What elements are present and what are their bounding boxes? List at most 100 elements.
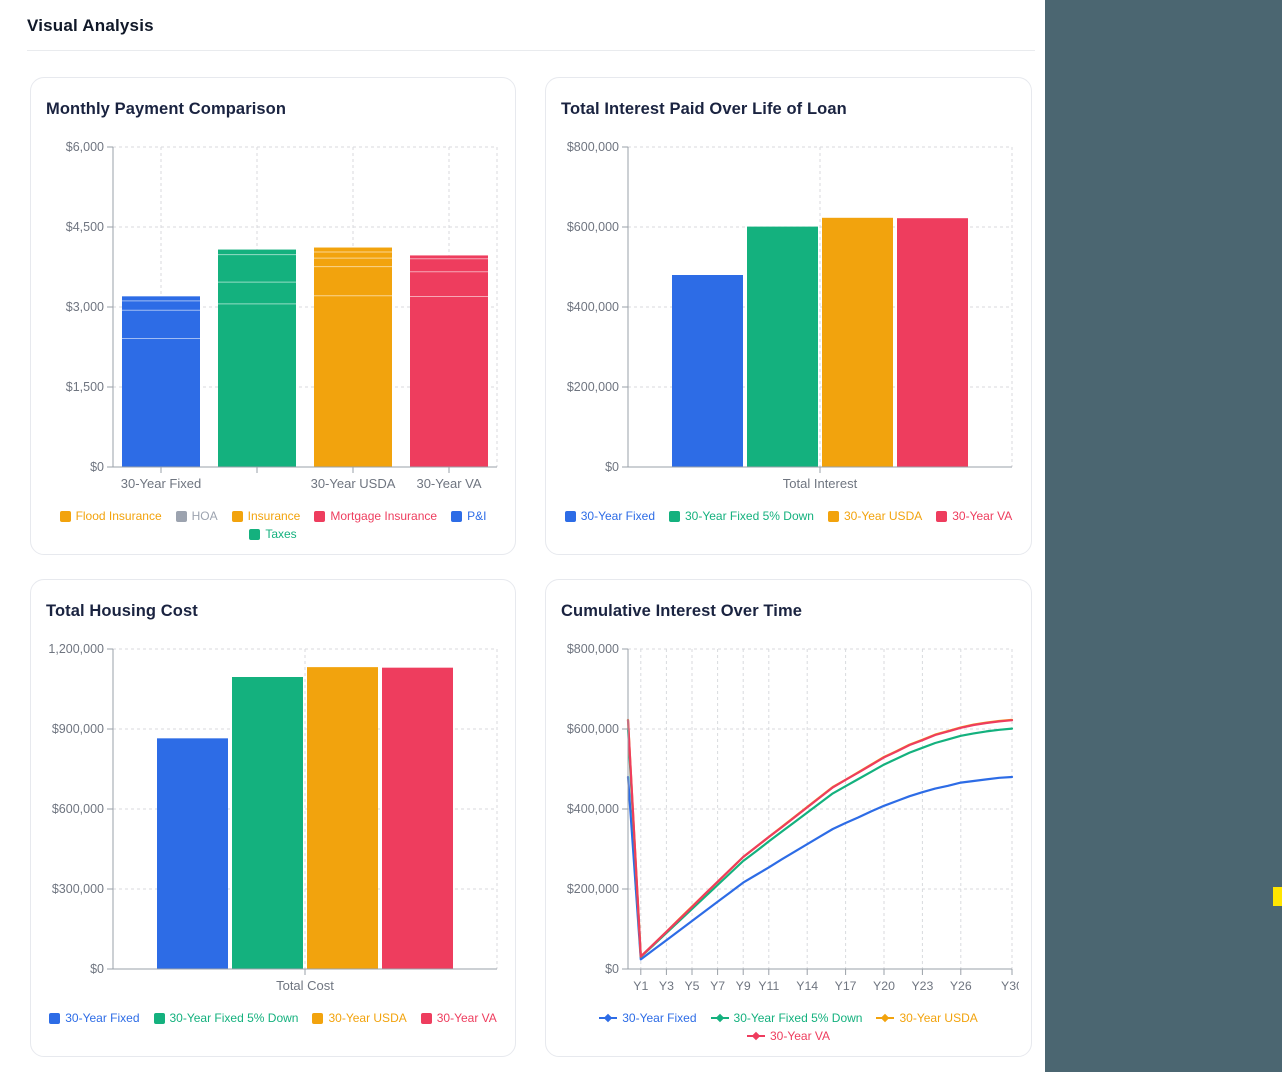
bar-30-Year VA[interactable] [897, 218, 968, 467]
bar-30-Year VA[interactable] [382, 667, 453, 969]
legend-item-30-Year Fixed 5% Down[interactable]: 30-Year Fixed 5% Down [153, 1011, 299, 1025]
legend-line-diamond-icon [746, 1031, 765, 1041]
axis-label: Y7 [710, 979, 725, 993]
bar-30-Year Fixed[interactable] [672, 275, 743, 467]
legend-swatch-icon [59, 510, 71, 522]
legend-swatch-icon [175, 510, 187, 522]
axis-label: Total Cost [276, 978, 334, 993]
legend-line-diamond-icon [710, 1013, 729, 1023]
legend-item-30-Year VA[interactable]: 30-Year VA [746, 1029, 831, 1043]
card-total-housing-cost: Total Housing Cost 1,200,000 $900,000 $600… [30, 579, 516, 1057]
card-total-interest-paid: Total Interest Paid Over Life of Loan $8… [545, 77, 1032, 555]
axis-label: $3,000 [66, 300, 104, 314]
legend-item-30-Year USDA[interactable]: 30-Year USDA [312, 1011, 407, 1025]
charts-grid: Monthly Payment Comparison $6,000 $4,500 $… [30, 77, 1045, 1057]
bar-30-Year Fixed[interactable] [157, 738, 228, 969]
chart-title: Total Interest Paid Over Life of Loan [561, 100, 847, 118]
monthly-payment-comparison-chart: $6,000 $4,500 $3,000 $1,500 $0 30-Year Fixed 3… [66, 140, 498, 491]
bar-30-Year USDA[interactable] [822, 217, 893, 467]
legend-label: P&I [467, 509, 487, 523]
stacked-bar-30-Year VA[interactable] [410, 255, 488, 467]
bar-30-Year Fixed 5% Down[interactable] [232, 677, 303, 969]
legend-item-30-Year VA[interactable]: 30-Year VA [936, 509, 1012, 523]
stacked-bar-30-Year USDA[interactable] [314, 247, 392, 467]
legend-item-30-Year Fixed 5% Down[interactable]: 30-Year Fixed 5% Down [710, 1011, 863, 1025]
legend-label: 30-Year USDA [899, 1011, 978, 1025]
axis-label: $0 [90, 962, 104, 976]
legend-item-30-Year Fixed 5% Down[interactable]: 30-Year Fixed 5% Down [669, 509, 814, 523]
legend-item-HOA[interactable]: HOA [175, 509, 218, 523]
legend-item-30-Year Fixed[interactable]: 30-Year Fixed [564, 509, 655, 523]
legend-swatch-icon [564, 510, 576, 522]
line-30-Year Fixed 5% Down[interactable] [626, 727, 1014, 959]
legend-swatch-icon [153, 1012, 165, 1024]
section-divider [27, 50, 1035, 51]
bar-30-Year USDA[interactable] [307, 667, 378, 969]
legend-label: Taxes [265, 527, 297, 541]
legend-item-Taxes[interactable]: Taxes [249, 527, 297, 541]
axis-label: Y26 [950, 979, 972, 993]
legend-item-30-Year USDA[interactable]: 30-Year USDA [876, 1011, 978, 1025]
total-interest-paid-chart: $800,000 $600,000 $400,000 $200,000 $0 Total … [567, 140, 1013, 491]
axis-label: $200,000 [567, 882, 619, 896]
axis-label: 30-Year Fixed [121, 476, 201, 491]
legend-swatch-icon [669, 510, 680, 522]
legend-item-P&I[interactable]: P&I [451, 509, 486, 523]
legend-label: 30-Year Fixed 5% Down [685, 509, 814, 523]
stacked-bar-30-Year Fixed[interactable] [122, 296, 200, 467]
axis-label: Y30 [1001, 979, 1019, 993]
legend-label: 30-Year USDA [843, 509, 923, 523]
axis-label: $1,500 [66, 380, 104, 394]
chart-title: Total Housing Cost [46, 602, 198, 620]
chart-legend: 30-Year Fixed 30-Year Fixed 5% Down 30-Yea… [44, 1011, 502, 1025]
legend-label: Flood Insurance [75, 509, 162, 523]
legend-label: 30-Year Fixed [622, 1011, 697, 1025]
legend-label: 30-Year VA [436, 1011, 497, 1025]
legend-swatch-icon [231, 510, 243, 522]
axis-label: $600,000 [52, 802, 104, 816]
stacked-bar-bar-1[interactable] [218, 249, 296, 467]
page-title: Visual Analysis [27, 16, 154, 35]
axis-label: Y9 [736, 979, 751, 993]
legend-item-Mortgage Insurance[interactable]: Mortgage Insurance [314, 509, 437, 523]
legend-item-30-Year Fixed[interactable]: 30-Year Fixed [599, 1011, 697, 1025]
legend-label: 30-Year Fixed 5% Down [169, 1011, 299, 1025]
axis-label: Y11 [758, 979, 779, 993]
chart-legend: Flood Insurance HOA Insurance Mortgage Insu… [44, 509, 502, 541]
chart-title: Monthly Payment Comparison [46, 100, 287, 118]
legend-label: 30-Year USDA [328, 1011, 407, 1025]
bar-30-Year Fixed 5% Down[interactable] [747, 226, 818, 467]
axis-label: $0 [605, 460, 619, 474]
axis-label: 1,200,000 [48, 642, 104, 656]
scroll-indicator[interactable] [1273, 887, 1282, 906]
legend-label: Mortgage Insurance [330, 509, 438, 523]
card-monthly-payment-comparison: Monthly Payment Comparison $6,000 $4,500 $… [30, 77, 516, 555]
chart-legend: 30-Year Fixed 30-Year Fixed 5% Down 30-Yea… [559, 1011, 1018, 1043]
legend-swatch-icon [249, 528, 261, 540]
axis-label: Y3 [659, 979, 674, 993]
main-content: Visual Analysis Monthly Payment Comparis… [27, 16, 1045, 1057]
legend-item-Insurance[interactable]: Insurance [231, 509, 301, 523]
legend-swatch-icon [936, 510, 948, 522]
axis-label: $800,000 [567, 642, 619, 656]
legend-label: 30-Year VA [769, 1029, 831, 1043]
axis-label: $0 [605, 962, 619, 976]
legend-swatch-icon [451, 510, 463, 522]
line-30-Year Fixed[interactable] [626, 775, 1014, 961]
legend-item-30-Year USDA[interactable]: 30-Year USDA [827, 509, 923, 523]
legend-label: Insurance [247, 509, 301, 523]
legend-label: 30-Year Fixed [580, 509, 655, 523]
legend-label: 30-Year Fixed 5% Down [733, 1011, 863, 1025]
line-30-Year USDA[interactable] [626, 718, 1014, 958]
chart-title: Cumulative Interest Over Time [561, 602, 803, 620]
line-30-Year VA[interactable] [626, 719, 1014, 958]
axis-label: $200,000 [567, 380, 619, 394]
axis-label: $6,000 [66, 140, 104, 154]
axis-label: $600,000 [567, 722, 619, 736]
legend-item-Flood Insurance[interactable]: Flood Insurance [59, 509, 162, 523]
axis-label: $0 [90, 460, 104, 474]
axis-label: $600,000 [567, 220, 619, 234]
legend-item-30-Year Fixed[interactable]: 30-Year Fixed [49, 1011, 140, 1025]
legend-item-30-Year VA[interactable]: 30-Year VA [420, 1011, 497, 1025]
axis-label: $400,000 [567, 802, 619, 816]
